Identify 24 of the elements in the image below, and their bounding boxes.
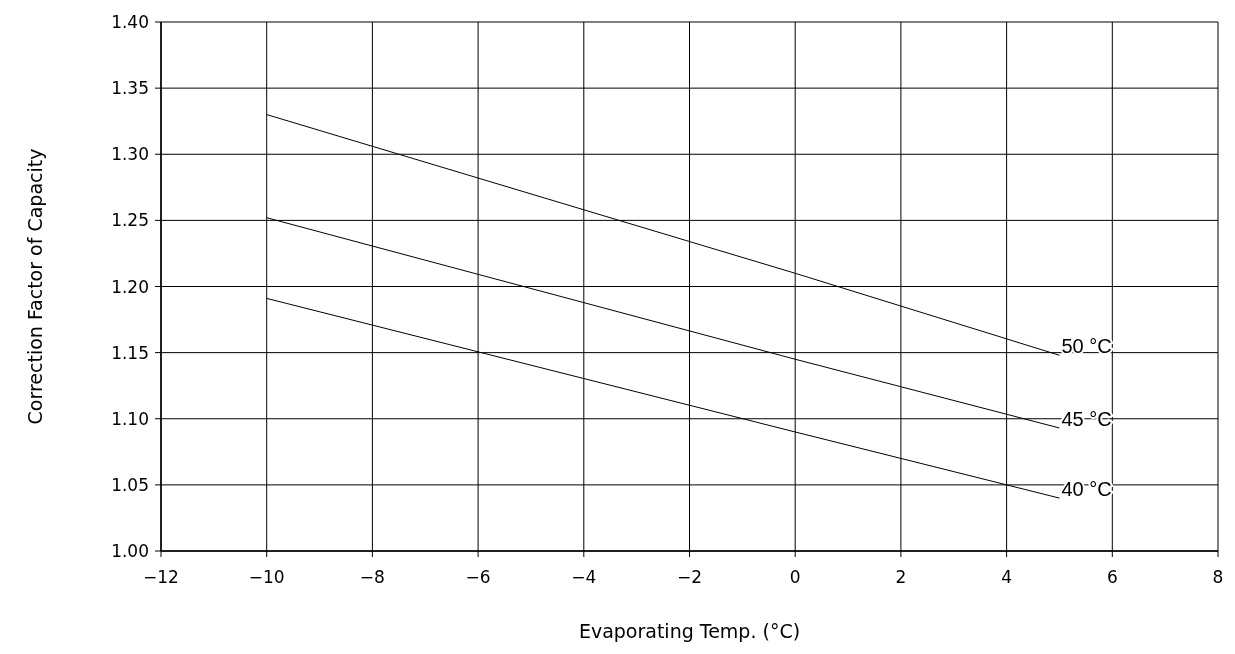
y-axis-title: Correction Factor of Capacity — [24, 148, 46, 425]
x-axis-title: Evaporating Temp. (°C) — [578, 620, 801, 642]
x-tick-label: 4 — [1001, 567, 1013, 587]
x-tick-label: 2 — [895, 567, 907, 587]
x-tick-label: 8 — [1212, 567, 1224, 587]
series-label: 40 °C — [1061, 478, 1112, 501]
x-tick-label: −6 — [465, 567, 491, 587]
y-tick-label: 1.35 — [111, 78, 149, 99]
y-tick-label: 1.20 — [111, 276, 149, 297]
y-tick-label: 1.30 — [111, 144, 149, 165]
series-label: 50 °C — [1061, 335, 1112, 358]
y-tick-label: 1.25 — [111, 210, 149, 231]
y-tick-label: 1.05 — [111, 474, 149, 495]
y-tick-label: 1.10 — [111, 408, 149, 429]
x-tick-label: 0 — [789, 567, 801, 587]
x-tick-label: 6 — [1106, 567, 1118, 587]
x-tick-label: −4 — [571, 567, 597, 587]
y-tick-label: 1.00 — [111, 541, 149, 561]
x-tick-label: −12 — [143, 567, 179, 587]
y-tick-label: 1.40 — [111, 12, 149, 32]
x-tick-label: −2 — [676, 567, 703, 587]
x-tick-label: −10 — [248, 567, 285, 587]
y-tick-label: 1.15 — [111, 342, 149, 363]
x-tick-label: −8 — [359, 567, 385, 587]
